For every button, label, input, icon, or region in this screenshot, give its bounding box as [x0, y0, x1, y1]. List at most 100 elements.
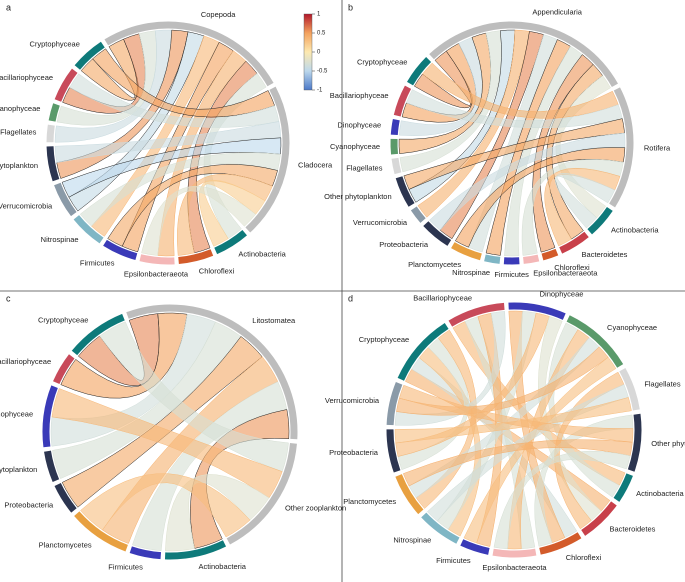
node-arc — [395, 176, 415, 207]
chord-ribbon — [141, 186, 257, 256]
node-arc — [46, 124, 55, 143]
node-label: Firmicutes — [494, 270, 529, 279]
node-label: Actinobacteria — [238, 250, 286, 259]
node-arc — [559, 231, 589, 254]
node-label: Cryptophyceae — [359, 335, 409, 344]
node-label: Rotifera — [644, 143, 671, 152]
node-arc — [609, 87, 634, 208]
node-arc — [129, 546, 162, 560]
node-label: Verrucomicrobia — [353, 218, 408, 227]
node-arc — [627, 413, 642, 472]
node-arc — [451, 242, 482, 261]
node-arc — [73, 215, 104, 244]
node-label: Nitrospinae — [452, 268, 490, 277]
node-arc — [397, 322, 449, 381]
node-arc — [429, 21, 618, 88]
node-arc — [71, 313, 125, 356]
node-label: Epsilonbacteraeota — [124, 269, 189, 278]
panel-letter: c — [6, 293, 11, 303]
node-label: Cyanophyceae — [0, 104, 40, 113]
node-arc — [54, 482, 77, 513]
node-arc — [508, 302, 566, 320]
node-label: Actinobacteria — [611, 225, 659, 234]
node-arc — [74, 511, 128, 552]
node-label: Bacteroidetes — [582, 250, 628, 259]
node-label: Other phytoplankton — [0, 161, 38, 170]
chord-ribbon — [394, 397, 632, 444]
chord-ribbon — [399, 384, 634, 443]
node-label: Other phytoplankton — [651, 439, 685, 448]
node-label: Appendicularia — [532, 8, 582, 17]
node-label: Dinophyceae — [337, 120, 381, 129]
node-arc — [410, 206, 426, 223]
chord-ribbon — [395, 312, 550, 457]
node-label: Cryptophyceae — [38, 316, 88, 325]
node-arc — [226, 443, 297, 545]
node-label: Epsilonbacteraeota — [482, 563, 547, 572]
node-label: Epsilonbacteraeota — [533, 268, 598, 277]
node-arc — [245, 86, 290, 233]
node-arc — [492, 548, 537, 558]
chord-ribbon — [555, 173, 616, 229]
node-arc — [214, 229, 247, 255]
node-label: Verrucomicrobia — [0, 201, 53, 210]
panel-letter: a — [6, 2, 11, 12]
node-label: Actinobacteria — [198, 562, 246, 571]
chord-ribbon — [493, 450, 631, 550]
node-arc — [104, 21, 274, 87]
node-label: Cyanophyceae — [330, 142, 380, 151]
node-label: Bacillariophyceae — [0, 357, 51, 366]
node-label: Proteobacteria — [329, 448, 379, 457]
node-label: Verrucomicrobia — [325, 396, 380, 405]
node-label: Bacillariophyceae — [413, 294, 472, 303]
node-label: Planctomycetes — [408, 260, 461, 269]
node-arc — [566, 315, 624, 368]
node-label: Flagellates — [346, 163, 383, 172]
node-label: Chloroflexi — [199, 266, 235, 275]
node-label: Cryptophyceae — [29, 40, 79, 49]
node-arc — [126, 304, 298, 440]
node-label: Litostomatea — [252, 316, 296, 325]
node-label: Bacillariophyceae — [0, 73, 53, 82]
node-arc — [53, 354, 75, 385]
node-arc — [390, 138, 399, 155]
node-arc — [178, 249, 214, 265]
node-label: Other phytoplankton — [324, 192, 392, 201]
chord-diagram: c Litostomatea Other zooplankton Actinobact… — [0, 293, 346, 571]
node-arc — [42, 385, 58, 448]
node-label: Firmicutes — [80, 259, 115, 268]
node-arc — [139, 254, 175, 265]
chord-ribbon — [80, 473, 251, 538]
chord-ribbon — [396, 346, 609, 416]
node-label: Flagellates — [0, 128, 37, 137]
node-arc — [386, 429, 401, 473]
node-arc — [541, 248, 559, 261]
node-label: Actinobacteria — [636, 489, 684, 498]
colorbar-tick-label: -1 — [317, 88, 323, 94]
node-label: Cladocera — [298, 161, 333, 170]
node-label: Proteobacteria — [379, 240, 429, 249]
node-arc — [54, 68, 78, 102]
node-arc — [587, 206, 613, 235]
node-label: Dinophyceae — [0, 410, 33, 419]
chord-diagram: d Cryptophyceae Bacillariophyceae Dinophyce… — [325, 289, 685, 572]
node-label: Chloroflexi — [566, 553, 602, 562]
chord-diagram: a Copepoda Cladocera ActinobacteriaChlorofl… — [0, 2, 333, 278]
node-arc — [395, 474, 424, 515]
node-label: Firmicutes — [108, 562, 143, 571]
colorbar-tick-label: 0.5 — [317, 31, 326, 37]
node-arc — [46, 146, 60, 182]
node-arc — [619, 367, 640, 411]
node-arc — [613, 473, 633, 502]
node-label: Proteobacteria — [4, 500, 54, 509]
node-arc — [407, 57, 432, 86]
node-arc — [421, 512, 460, 544]
panel-letter: d — [348, 293, 353, 303]
node-label: Flagellates — [644, 380, 681, 389]
node-label: Bacteroidetes — [610, 525, 656, 534]
node-arc — [103, 239, 138, 261]
node-label: Cyanophyceae — [607, 323, 657, 332]
node-arc — [393, 85, 412, 117]
node-label: Planctomycetes — [343, 497, 396, 506]
